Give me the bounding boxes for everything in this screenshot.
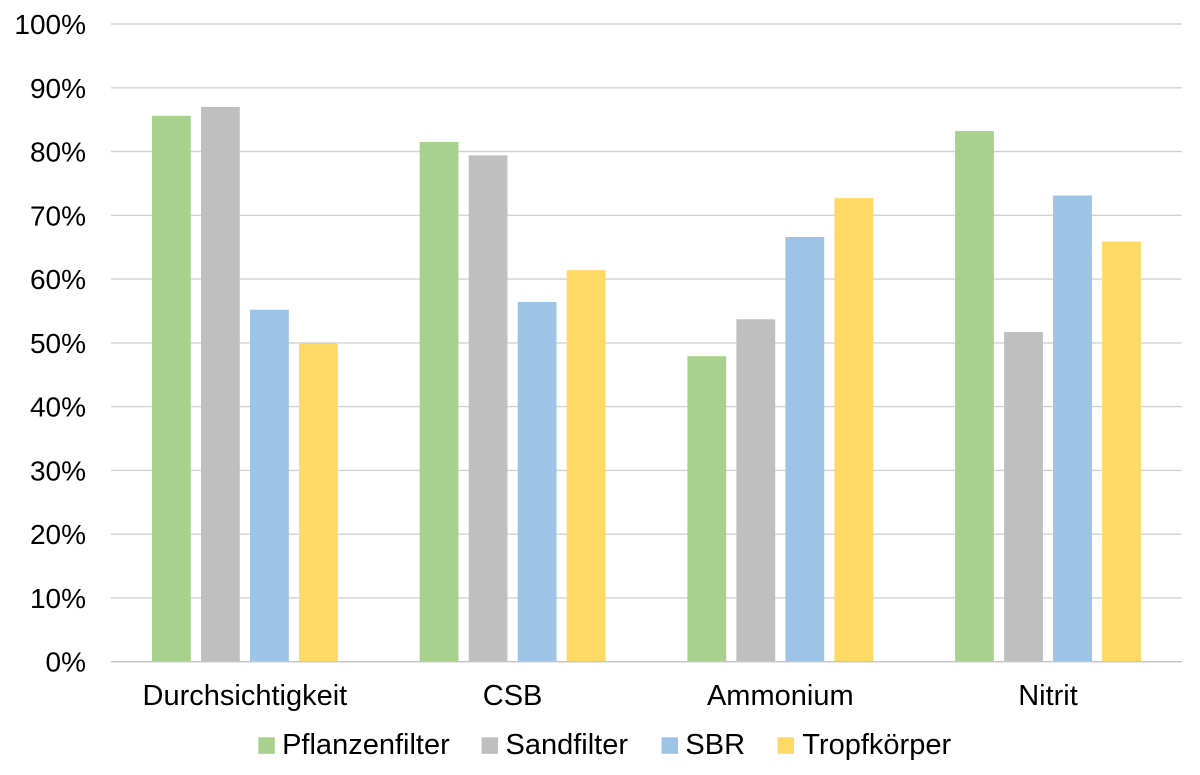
svg-text:CSB: CSB [483, 680, 543, 712]
svg-text:Pflanzenfilter: Pflanzenfilter [282, 729, 450, 761]
svg-text:0%: 0% [46, 647, 86, 678]
svg-text:Sandfilter: Sandfilter [506, 729, 629, 761]
svg-text:70%: 70% [30, 200, 86, 231]
svg-text:10%: 10% [30, 583, 86, 614]
svg-text:80%: 80% [30, 137, 86, 168]
svg-text:Tropfkörper: Tropfkörper [802, 729, 951, 761]
svg-text:20%: 20% [30, 519, 86, 550]
svg-text:30%: 30% [30, 455, 86, 486]
svg-text:Ammonium: Ammonium [707, 680, 854, 712]
svg-text:60%: 60% [30, 264, 86, 295]
svg-text:SBR: SBR [685, 729, 745, 761]
svg-text:40%: 40% [30, 392, 86, 423]
svg-text:90%: 90% [30, 73, 86, 104]
svg-text:Nitrit: Nitrit [1018, 680, 1078, 712]
svg-text:100%: 100% [14, 9, 86, 40]
svg-text:50%: 50% [30, 328, 86, 359]
svg-text:Durchsichtigkeit: Durchsichtigkeit [143, 680, 348, 712]
